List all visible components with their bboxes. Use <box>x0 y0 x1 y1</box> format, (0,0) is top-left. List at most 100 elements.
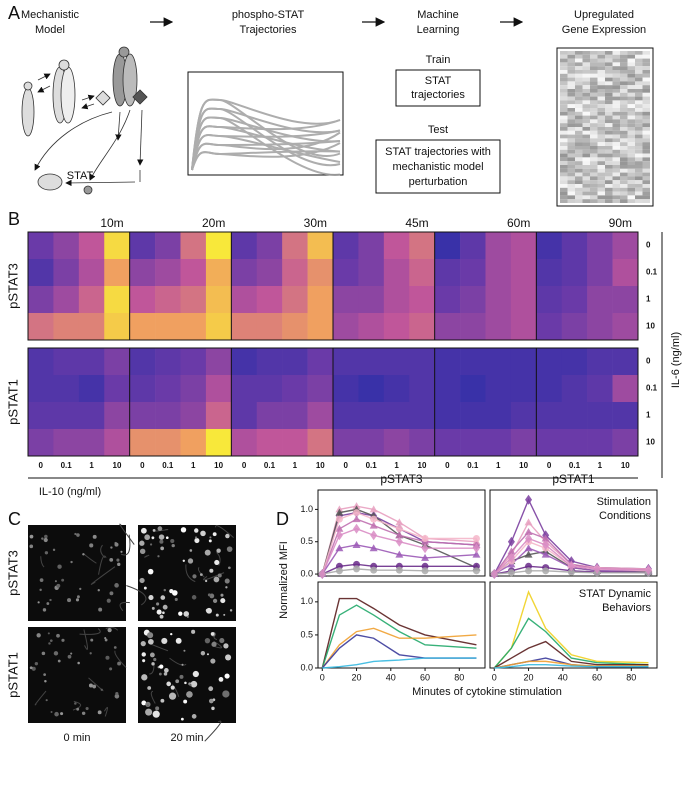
gene-cell <box>590 100 598 105</box>
gene-cell <box>567 168 575 173</box>
heat-cell <box>78 348 105 376</box>
gene-cell <box>567 92 575 97</box>
gene-cell <box>590 165 598 169</box>
nucleus <box>145 708 153 716</box>
gene-cell <box>612 92 620 97</box>
heatmap: 10m 20m 30m 45m 60m 90mpSTAT300.1110pSTAT100.… <box>5 216 657 470</box>
nucleus <box>161 637 168 645</box>
gene-cell <box>635 54 643 59</box>
gene-cell <box>635 111 643 116</box>
gene-cell <box>627 85 635 89</box>
nucleus <box>207 593 211 597</box>
heat-cell <box>28 286 54 314</box>
gene-cell <box>597 134 605 139</box>
gene-cell <box>582 172 590 177</box>
gene-cell <box>642 138 650 143</box>
gene-cell <box>582 176 590 181</box>
nucleus <box>106 598 111 603</box>
nucleus <box>29 666 33 670</box>
gene-cell <box>605 172 613 177</box>
gene-cell <box>627 66 635 70</box>
heat-cell <box>307 429 334 457</box>
point <box>507 569 515 577</box>
heat-cell <box>104 232 130 260</box>
nucleus <box>139 540 145 546</box>
gene-cell <box>597 195 605 200</box>
heat-cell <box>282 232 308 260</box>
gene-cell <box>627 89 635 93</box>
gene-cell <box>642 100 650 105</box>
gene-cell <box>627 96 635 101</box>
gene-cell <box>560 176 568 181</box>
point <box>335 544 344 552</box>
gene-cell <box>612 77 620 82</box>
heat-cell <box>104 402 130 430</box>
gene-cell <box>642 66 650 70</box>
gene-cell <box>582 153 590 158</box>
gene-cell <box>642 127 650 131</box>
il10-level: 1 <box>598 461 603 470</box>
plot-frame <box>489 489 658 577</box>
heat-cell <box>155 286 181 314</box>
gene-cell <box>627 51 635 55</box>
nucleus <box>160 546 165 551</box>
gene-cell <box>597 104 605 108</box>
heat-cell <box>104 348 130 376</box>
nucleus <box>181 663 184 666</box>
gene-cell <box>635 142 643 146</box>
nucleus <box>160 595 166 600</box>
il6-level: 0 <box>646 357 651 366</box>
gene-cell <box>627 54 635 59</box>
heat-cell <box>53 429 80 457</box>
gene-cell <box>620 138 628 143</box>
gene-cell <box>582 77 590 82</box>
gene-cell <box>582 146 590 150</box>
heat-cell <box>510 348 537 376</box>
heat-cell <box>282 402 308 430</box>
gene-cell <box>627 138 635 143</box>
heat-cell <box>510 402 537 430</box>
gene-cell <box>597 123 605 127</box>
heat-cell <box>256 232 283 260</box>
gene-cell <box>612 165 620 169</box>
heat-cell <box>104 259 130 287</box>
gene-cell <box>620 92 628 97</box>
heat-cell <box>536 402 563 430</box>
gene-cell <box>605 153 613 158</box>
heat-cell <box>434 232 461 260</box>
il10-level: 10 <box>113 461 122 470</box>
nucleus <box>200 651 206 656</box>
gene-cell <box>590 134 598 139</box>
nucleus <box>191 595 197 600</box>
trajectory-sketch <box>191 98 341 176</box>
gene-heatmap <box>560 51 650 203</box>
heat-cell <box>282 313 308 341</box>
gene-cell <box>582 92 590 97</box>
heat-cell <box>28 259 54 287</box>
gene-cell <box>582 70 590 74</box>
cell-process <box>169 657 187 666</box>
heat-cell <box>612 232 639 260</box>
heat-cell <box>383 402 410 430</box>
nucleus <box>140 640 146 647</box>
gene-cell <box>612 100 620 105</box>
gene-cell <box>582 123 590 127</box>
y-tick-label: 1.0 <box>300 504 313 514</box>
heat-cell <box>104 375 130 403</box>
heat-cell <box>485 286 512 314</box>
row-label: pSTAT3 <box>5 263 20 309</box>
nucleus <box>224 673 230 679</box>
gene-cell <box>575 100 583 105</box>
gene-cell <box>620 168 628 173</box>
gene-cell <box>620 127 628 131</box>
gene-cell <box>620 81 628 86</box>
heat-cell <box>78 232 105 260</box>
gene-cell <box>560 70 568 74</box>
heat-cell <box>28 348 54 376</box>
gene-cell <box>642 92 650 97</box>
heat-cell <box>333 313 359 341</box>
gene-cell <box>612 108 620 112</box>
nucleus <box>186 615 189 618</box>
nucleus <box>208 686 214 692</box>
gene-cell <box>627 168 635 173</box>
